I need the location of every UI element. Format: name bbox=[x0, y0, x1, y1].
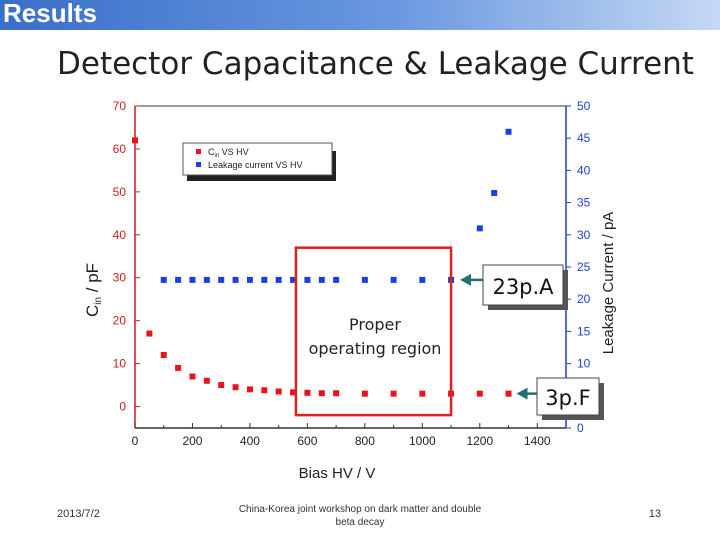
left-y-tick-label: 70 bbox=[113, 99, 127, 113]
leakage-point bbox=[290, 276, 297, 283]
leakage-point bbox=[318, 276, 325, 283]
capacitance-point bbox=[175, 364, 182, 371]
operating-region-label-line1: Proper bbox=[349, 315, 401, 334]
capacitance-point bbox=[160, 352, 167, 359]
footer-date: 2013/7/2 bbox=[57, 508, 100, 520]
capacitance-point bbox=[419, 390, 426, 397]
leakage-point bbox=[175, 276, 182, 283]
capacitance-point bbox=[275, 388, 282, 395]
right-y-tick-label: 20 bbox=[577, 292, 591, 306]
x-tick-label: 1200 bbox=[466, 434, 493, 448]
capacitance-point bbox=[261, 387, 268, 394]
left-y-tick-label: 30 bbox=[113, 271, 127, 285]
leakage-point bbox=[419, 276, 426, 283]
right-y-tick-label: 40 bbox=[577, 163, 591, 177]
leakage-point bbox=[275, 276, 282, 283]
right-y-axis-label: Leakage Current / pA bbox=[600, 212, 617, 355]
leakage-point bbox=[261, 276, 268, 283]
capacitance-point bbox=[361, 390, 368, 397]
capacitance-point bbox=[333, 390, 340, 397]
leakage-point bbox=[333, 276, 340, 283]
x-tick-label: 200 bbox=[182, 434, 202, 448]
x-tick-label: 1400 bbox=[524, 434, 551, 448]
slide-title: Detector Capacitance & Leakage Current bbox=[57, 46, 694, 82]
footer-note: China-Korea joint workshop on dark matte… bbox=[238, 504, 482, 528]
x-tick-label: 1000 bbox=[409, 434, 436, 448]
left-y-tick-label: 10 bbox=[113, 357, 127, 371]
x-axis-label: Bias HV / V bbox=[299, 465, 376, 482]
legend: Cin VS HV Leakage current VS HV bbox=[182, 142, 336, 181]
capacitance-point bbox=[304, 389, 311, 396]
leakage-point bbox=[361, 276, 368, 283]
left-y-axis-label: Cin / pF bbox=[83, 263, 104, 317]
capacitance-point bbox=[146, 330, 153, 337]
right-y-tick-label: 30 bbox=[577, 228, 591, 242]
left-y-tick-label: 40 bbox=[113, 228, 127, 242]
capacitance-point bbox=[318, 390, 325, 397]
leakage-callout-box bbox=[482, 264, 564, 306]
left-y-axis: 0 10 20 30 40 50 60 70 bbox=[113, 99, 140, 414]
leakage-point bbox=[189, 276, 196, 283]
operating-region-label-line2: operating region bbox=[309, 339, 442, 358]
leakage-point bbox=[246, 276, 253, 283]
legend-label-capacitance: Cin VS HV bbox=[208, 147, 249, 159]
left-y-tick-label: 0 bbox=[119, 400, 126, 414]
leakage-callout-arrowhead bbox=[460, 273, 472, 286]
capacitance-point bbox=[132, 137, 138, 144]
header-title: Results bbox=[3, 0, 97, 28]
page-number: 13 bbox=[648, 508, 662, 520]
header-bar: Results bbox=[0, 0, 720, 30]
capacitance-point bbox=[232, 384, 239, 391]
x-tick-label: 800 bbox=[355, 434, 375, 448]
x-axis: 0 200 400 600 800 1000 1200 1400 bbox=[132, 423, 551, 448]
capacitance-point bbox=[189, 373, 196, 380]
x-tick-label: 0 bbox=[132, 434, 139, 448]
leakage-point bbox=[218, 276, 225, 283]
capacitance-callout-box bbox=[536, 377, 600, 416]
capacitance-point bbox=[290, 389, 297, 396]
left-y-tick-label: 20 bbox=[113, 314, 127, 328]
right-y-tick-label: 50 bbox=[577, 99, 591, 113]
capacitance-callout-text: 3p.F bbox=[545, 386, 590, 410]
right-y-tick-label: 15 bbox=[577, 324, 591, 338]
leakage-point bbox=[390, 276, 397, 283]
right-y-tick-label: 25 bbox=[577, 260, 591, 274]
capacitance-point bbox=[476, 390, 483, 397]
capacitance-point bbox=[246, 386, 253, 393]
left-y-tick-label: 60 bbox=[113, 142, 127, 156]
x-tick-label: 600 bbox=[297, 434, 317, 448]
left-y-tick-label: 50 bbox=[113, 185, 127, 199]
capacitance-point bbox=[505, 390, 512, 397]
operating-region-box bbox=[294, 246, 453, 417]
legend-label-leakage: Leakage current VS HV bbox=[208, 160, 303, 170]
leakage-series bbox=[160, 128, 512, 283]
leakage-point bbox=[304, 276, 311, 283]
leakage-point bbox=[203, 276, 210, 283]
leakage-callout-text: 23p.A bbox=[492, 275, 554, 299]
capacitance-point bbox=[390, 390, 397, 397]
leakage-point bbox=[505, 128, 512, 135]
legend-box bbox=[182, 142, 333, 176]
leakage-point bbox=[476, 225, 483, 232]
leakage-point bbox=[232, 276, 239, 283]
right-y-tick-label: 45 bbox=[577, 131, 591, 145]
capacitance-callout-arrowhead bbox=[516, 387, 528, 400]
leakage-point bbox=[160, 276, 167, 283]
right-y-tick-label: 0 bbox=[577, 421, 584, 435]
x-tick-label: 400 bbox=[240, 434, 260, 448]
capacitance-point bbox=[218, 382, 225, 389]
legend-marker-leakage bbox=[196, 162, 201, 167]
right-y-axis: 05101520253035404550 bbox=[566, 99, 591, 435]
capacitance-point bbox=[203, 377, 210, 384]
legend-marker-capacitance bbox=[196, 149, 201, 154]
right-y-tick-label: 35 bbox=[577, 196, 591, 210]
right-y-tick-label: 10 bbox=[577, 357, 591, 371]
leakage-point bbox=[491, 189, 498, 196]
annotations: Proper operating region 23p.A 3p.F bbox=[294, 246, 604, 420]
